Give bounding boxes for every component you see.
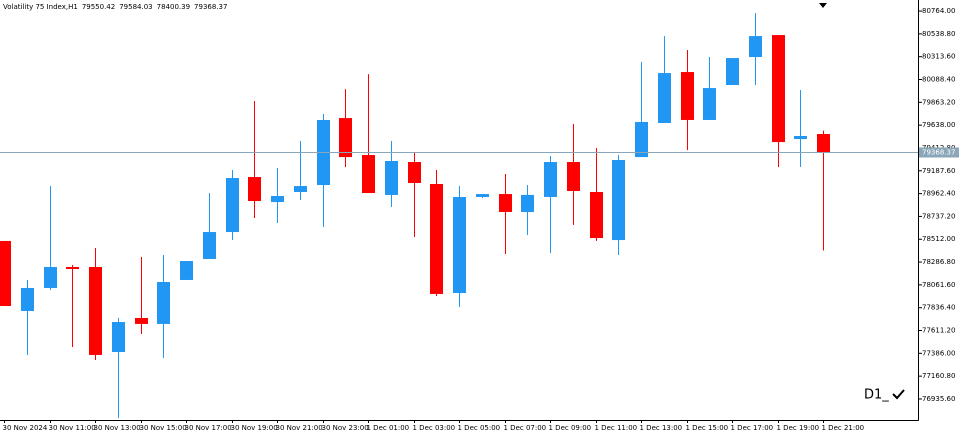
x-tick-label: 1 Dec 07:00 (504, 424, 547, 432)
candle-body (681, 72, 694, 120)
candle-body (817, 134, 830, 153)
y-tick-label: 79187.60 (922, 167, 955, 175)
candle-body (794, 135, 807, 140)
candle-body (362, 155, 375, 194)
candle-body (749, 36, 762, 58)
candle-body (226, 178, 239, 233)
x-tick-label: 1 Dec 21:00 (822, 424, 865, 432)
y-tick-label: 78061.60 (922, 281, 955, 289)
x-tick-label: 1 Dec 15:00 (686, 424, 729, 432)
candle-body (89, 266, 102, 355)
candle-body (567, 162, 580, 192)
y-tick-label: 77836.40 (922, 304, 955, 312)
ohlc-low: 78400.39 (157, 3, 190, 11)
candle-body (44, 266, 57, 288)
y-tick-label: 78286.80 (922, 258, 955, 266)
candle-body (612, 159, 625, 241)
candle-body (453, 196, 466, 294)
x-tick-label: 1 Dec 09:00 (549, 424, 592, 432)
y-tick-label: 79638.00 (922, 121, 955, 129)
x-tick-label: 30 Nov 11:00 (49, 424, 96, 432)
candle-body (112, 322, 125, 353)
price-marker-label: 79368.37 (922, 149, 955, 157)
candle-body (430, 184, 443, 294)
y-tick-label: 80538.80 (922, 30, 955, 38)
candle-body (476, 194, 489, 197)
candle-body (544, 162, 557, 197)
candle-body (385, 161, 398, 195)
candle-body (248, 177, 261, 202)
x-tick-label: 1 Dec 03:00 (413, 424, 456, 432)
candle-body (772, 35, 785, 143)
ohlc-high: 79584.03 (119, 3, 152, 11)
candle-body (703, 88, 716, 120)
x-tick-label: 30 Nov 23:00 (322, 424, 369, 432)
x-tick-label: 1 Dec 19:00 (777, 424, 820, 432)
x-tick-label: 30 Nov 13:00 (94, 424, 141, 432)
y-tick-label: 78962.40 (922, 190, 955, 198)
candle-body (157, 281, 170, 324)
x-tick-label: 30 Nov 17:00 (185, 424, 232, 432)
candle-body (294, 186, 307, 193)
candle-body (521, 194, 534, 212)
candle-body (180, 261, 193, 280)
chart-title: Volatility 75 Index,H1 79550.42 79584.03 78… (3, 3, 227, 11)
y-tick-label: 76935.60 (922, 395, 955, 403)
x-tick-label: 1 Dec 05:00 (458, 424, 501, 432)
candle-body (590, 192, 603, 239)
x-tick-label: 1 Dec 11:00 (595, 424, 638, 432)
y-tick-label: 78512.00 (922, 235, 955, 243)
y-tick-label: 78737.20 (922, 212, 955, 220)
candle-body (499, 194, 512, 212)
candle-body (726, 58, 739, 86)
candle-body (658, 73, 671, 124)
candle-body (339, 118, 352, 158)
y-tick-label: 77160.80 (922, 372, 955, 380)
candle-body (635, 121, 648, 158)
timeframe-label: D1_ (864, 388, 889, 403)
x-tick-label: 1 Dec 17:00 (731, 424, 774, 432)
y-tick-label: 80764.00 (922, 7, 955, 15)
y-tick-label: 79863.20 (922, 98, 955, 106)
y-tick-label: 80313.60 (922, 53, 955, 61)
x-tick-label: 30 Nov 21:00 (276, 424, 323, 432)
y-tick-label: 77611.20 (922, 327, 955, 335)
candle-body (0, 240, 11, 307)
x-tick-label: 1 Dec 13:00 (640, 424, 683, 432)
candle-body (66, 266, 79, 270)
check-icon (892, 389, 905, 400)
x-tick-label: 30 Nov 19:00 (231, 424, 278, 432)
candle-body (203, 232, 216, 259)
x-tick-label: 30 Nov 2024 (3, 424, 48, 432)
x-tick-label: 1 Dec 01:00 (367, 424, 410, 432)
y-tick-label: 80088.40 (922, 76, 955, 84)
candle-body (21, 287, 34, 311)
candle-body (408, 162, 421, 183)
y-tick-label: 77386.00 (922, 349, 955, 357)
ohlc-close: 79368.37 (194, 3, 227, 11)
price-marker (919, 147, 959, 158)
candle-body (271, 195, 284, 203)
ohlc-open: 79550.42 (82, 3, 115, 11)
candle-body (135, 317, 148, 324)
shift-marker (819, 3, 827, 8)
x-tick-label: 30 Nov 15:00 (140, 424, 187, 432)
symbol: Volatility 75 Index,H1 (3, 3, 78, 11)
